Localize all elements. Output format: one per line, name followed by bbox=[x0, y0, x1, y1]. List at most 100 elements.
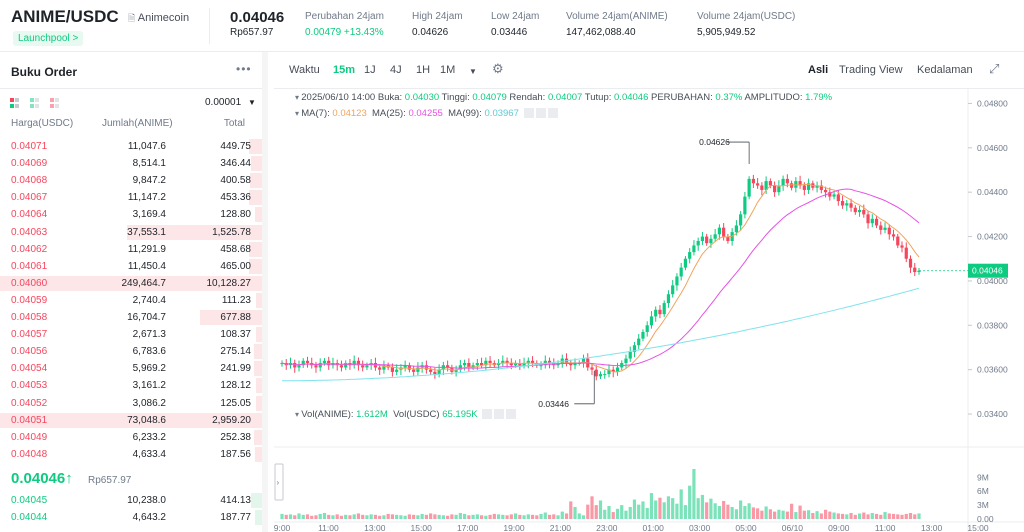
volume-bar bbox=[301, 514, 305, 519]
volume-tick-label: 3M bbox=[977, 500, 989, 510]
row-price: 0.04044 bbox=[11, 512, 48, 524]
ask-row[interactable]: 0.04068 9,847.2 400.58 bbox=[0, 172, 262, 189]
candle-body bbox=[378, 367, 382, 370]
volume-bar bbox=[526, 514, 530, 519]
volume-bar bbox=[424, 514, 428, 519]
price-tick-label: 0.04000 bbox=[977, 276, 1008, 286]
row-total: 111.23 bbox=[221, 294, 251, 306]
chevron-down-icon[interactable]: ▼ bbox=[248, 98, 256, 107]
ma7-label: MA(7): bbox=[301, 108, 330, 119]
ask-row[interactable]: 0.04059 2,740.4 111.23 bbox=[0, 292, 262, 309]
close-label: Tutup: bbox=[584, 92, 612, 103]
interval-1M[interactable]: 1M bbox=[440, 64, 456, 76]
launchpool-tag[interactable]: Launchpool > bbox=[13, 31, 84, 46]
candle-body bbox=[662, 303, 666, 315]
depth-bar bbox=[0, 412, 262, 428]
view-0[interactable]: Asli bbox=[808, 64, 829, 76]
gear-icon[interactable] bbox=[494, 409, 505, 420]
fullscreen-icon[interactable]: ⤢ bbox=[989, 61, 1000, 76]
ask-row[interactable]: 0.04061 11,450.4 465.00 bbox=[0, 258, 262, 275]
pair-title[interactable]: ANIME/USDC bbox=[11, 7, 119, 26]
gear-icon[interactable] bbox=[535, 108, 546, 119]
eye-icon[interactable] bbox=[523, 108, 534, 119]
ask-row[interactable]: 0.04058 16,704.7 677.88 bbox=[0, 309, 262, 326]
ask-row[interactable]: 0.04067 11,147.2 453.36 bbox=[0, 189, 262, 206]
ask-row[interactable]: 0.04053 3,161.2 128.12 bbox=[0, 377, 262, 394]
col-total: Total bbox=[223, 118, 245, 129]
bid-row[interactable]: 0.04044 4,643.2 187.77 bbox=[0, 509, 262, 526]
close-icon[interactable] bbox=[547, 108, 558, 119]
ask-row[interactable]: 0.04060 249,464.7 10,128.27 bbox=[0, 275, 262, 292]
row-total: 128.12 bbox=[220, 380, 251, 392]
collapse-arrow-icon[interactable]: ▾ bbox=[295, 410, 302, 419]
tick-size-select[interactable]: 0.00001 bbox=[205, 97, 242, 108]
ask-row[interactable]: 0.04052 3,086.2 125.05 bbox=[0, 395, 262, 412]
interval-1J[interactable]: 1J bbox=[364, 64, 376, 76]
ask-row[interactable]: 0.04064 3,169.4 128.80 bbox=[0, 206, 262, 223]
row-amount: 2,740.4 bbox=[132, 294, 166, 306]
ask-row[interactable]: 0.04051 73,048.6 2,959.20 bbox=[0, 412, 262, 429]
interval-15m[interactable]: 15m bbox=[333, 64, 356, 76]
ask-row[interactable]: 0.04063 37,553.1 1,525.78 bbox=[0, 224, 262, 241]
high-value: 0.04079 bbox=[472, 92, 507, 103]
ask-row[interactable]: 0.04062 11,291.9 458.68 bbox=[0, 241, 262, 258]
volume-bar bbox=[513, 513, 518, 519]
gear-icon[interactable]: ⚙ bbox=[492, 61, 504, 76]
header-divider bbox=[209, 8, 210, 44]
row-amount: 249,464.7 bbox=[121, 277, 167, 289]
volume-bar bbox=[454, 514, 458, 519]
volume-bar bbox=[297, 513, 301, 519]
volume-bar bbox=[649, 493, 654, 519]
ask-row[interactable]: 0.04056 6,783.6 275.14 bbox=[0, 343, 262, 360]
ask-row[interactable]: 0.04048 4,633.4 187.56 bbox=[0, 446, 262, 463]
volume-bar bbox=[900, 514, 904, 519]
volume-bar bbox=[399, 515, 403, 519]
volume-bar bbox=[344, 514, 348, 519]
candle-body bbox=[327, 360, 331, 366]
candle-body bbox=[891, 234, 896, 237]
mid-price[interactable]: 0.04046↑ bbox=[11, 470, 73, 487]
candle-body bbox=[632, 345, 637, 352]
candle-body bbox=[293, 363, 297, 368]
candle-body bbox=[573, 363, 577, 366]
ask-row[interactable]: 0.04049 6,233.2 252.38 bbox=[0, 429, 262, 446]
candle-body bbox=[696, 240, 700, 246]
close-icon[interactable] bbox=[506, 409, 517, 420]
volume-bar bbox=[598, 500, 603, 519]
view-both-icon[interactable] bbox=[10, 98, 20, 108]
bid-row[interactable]: 0.04045 10,238.0 414.13 bbox=[0, 492, 262, 509]
stat-value: 147,462,088.40 bbox=[566, 27, 636, 38]
candle-body bbox=[883, 227, 887, 230]
row-amount: 10,238.0 bbox=[127, 495, 166, 506]
view-2[interactable]: Kedalaman bbox=[917, 64, 973, 76]
candle-body bbox=[505, 360, 509, 364]
depth-bar bbox=[249, 190, 262, 206]
interval-1H[interactable]: 1H bbox=[416, 64, 431, 76]
chevron-down-icon[interactable]: ▼ bbox=[469, 67, 477, 76]
volume-tick-label: 0.00 bbox=[977, 514, 994, 524]
eye-icon[interactable] bbox=[482, 409, 493, 420]
volume-bar bbox=[382, 515, 386, 519]
volume-bar bbox=[620, 505, 624, 519]
collapse-arrow-icon[interactable]: ▾ bbox=[295, 93, 302, 102]
depth-bar bbox=[256, 292, 262, 308]
collapse-arrow-icon[interactable]: ▾ bbox=[295, 109, 302, 118]
view-1[interactable]: Trading View bbox=[839, 64, 903, 76]
ask-row[interactable]: 0.04069 8,514.1 346.44 bbox=[0, 155, 262, 172]
candle-body bbox=[688, 252, 692, 259]
ask-row[interactable]: 0.04057 2,671.3 108.37 bbox=[0, 326, 262, 343]
volume-bar bbox=[352, 514, 356, 519]
interval-4J[interactable]: 4J bbox=[390, 64, 402, 76]
row-amount: 11,450.4 bbox=[127, 260, 166, 272]
volume-bar bbox=[726, 504, 730, 519]
more-options-icon[interactable]: ••• bbox=[236, 62, 252, 76]
ask-row[interactable]: 0.04071 11,047.6 449.75 bbox=[0, 138, 262, 155]
view-bids-icon[interactable] bbox=[30, 98, 40, 108]
view-asks-icon[interactable] bbox=[50, 98, 60, 108]
volume-bar bbox=[794, 512, 798, 519]
ask-row[interactable]: 0.04054 5,969.2 241.99 bbox=[0, 360, 262, 377]
candle-body bbox=[322, 360, 327, 364]
volume-bar bbox=[857, 513, 862, 519]
stat-4: Volume 24jam(USDC) 5,905,949.52 bbox=[697, 11, 795, 38]
candlestick-chart[interactable]: 0.04800 0.04600 0.04400 0.04200 0.04000 0.038… bbox=[274, 89, 1024, 532]
